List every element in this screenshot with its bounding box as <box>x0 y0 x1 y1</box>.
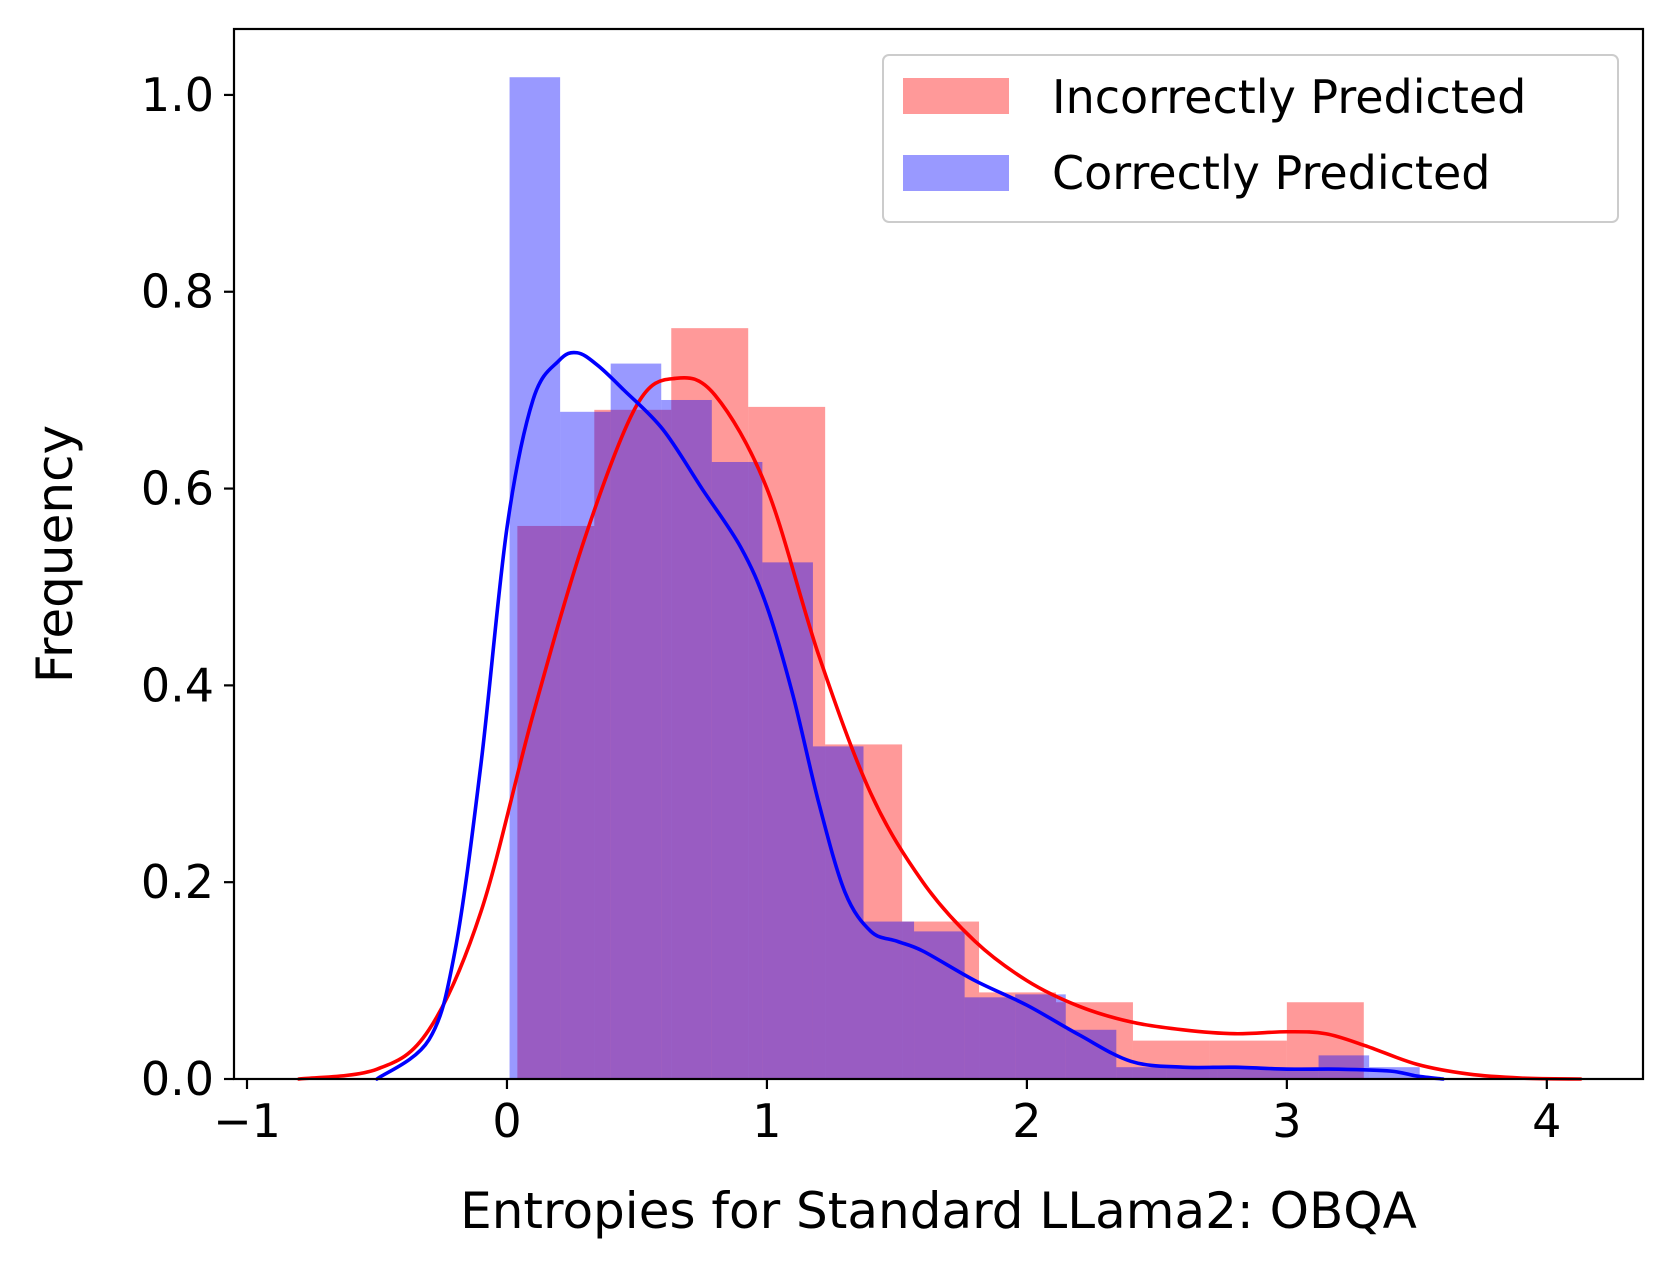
bar-incorrectly-predicted-7 <box>1056 1002 1133 1079</box>
bar-correctly-predicted-4 <box>711 461 763 1079</box>
y-tick-label: 0.0 <box>141 1052 214 1106</box>
y-tick-label: 0.6 <box>141 462 214 516</box>
legend-box <box>882 54 1619 223</box>
y-axis: 0.0 0.2 0.4 0.6 0.8 1.0 <box>141 68 234 1106</box>
bar-correctly-predicted-14 <box>1217 1067 1269 1079</box>
kde-line-incorrectly-predicted <box>297 375 1583 1081</box>
bar-correctly-predicted-10 <box>1015 994 1066 1079</box>
x-axis: −1 0 1 2 3 4 <box>213 1079 1561 1148</box>
bar-correctly-predicted-12 <box>1116 1067 1167 1079</box>
bar-correctly-predicted-2 <box>610 363 662 1079</box>
bar-correctly-predicted-8 <box>914 931 965 1079</box>
kde-line-correctly-predicted <box>375 350 1445 1081</box>
plot-frame <box>232 27 1645 1081</box>
kde-curves <box>297 350 1583 1081</box>
y-tick-label: 1.0 <box>141 68 214 122</box>
bar-correctly-predicted-16 <box>1318 1055 1370 1079</box>
bar-correctly-predicted-7 <box>863 921 915 1079</box>
bar-incorrectly-predicted-2 <box>671 328 749 1080</box>
legend-label-correctly-predicted: Correctly Predicted <box>1052 146 1490 200</box>
legend-swatch-correctly-predicted <box>903 155 1009 191</box>
x-tick-label: 1 <box>752 1094 781 1148</box>
x-tick-label: 0 <box>492 1094 521 1148</box>
x-tick-label: 2 <box>1012 1094 1041 1148</box>
bar-correctly-predicted-0 <box>509 77 561 1080</box>
legend-label-incorrectly-predicted: Incorrectly Predicted <box>1052 70 1526 124</box>
bar-correctly-predicted-1 <box>560 411 611 1079</box>
bar-correctly-predicted-9 <box>964 997 1016 1079</box>
y-tick-label: 0.4 <box>141 658 214 712</box>
bars-correctly-predicted <box>509 77 1420 1080</box>
bar-correctly-predicted-15 <box>1268 1067 1319 1079</box>
bar-correctly-predicted-13 <box>1166 1067 1218 1079</box>
x-tick-label: 4 <box>1532 1094 1561 1148</box>
bar-incorrectly-predicted-9 <box>1209 1040 1287 1079</box>
y-tick-label: 0.8 <box>141 265 214 319</box>
x-tick-label: −1 <box>213 1094 281 1148</box>
bars-incorrectly-predicted <box>517 328 1364 1080</box>
bar-incorrectly-predicted-6 <box>979 992 1057 1079</box>
bar-incorrectly-predicted-8 <box>1132 1040 1210 1079</box>
bar-correctly-predicted-3 <box>661 399 712 1080</box>
bar-incorrectly-predicted-0 <box>517 525 595 1079</box>
legend: Incorrectly Predicted Correctly Predicte… <box>882 54 1619 223</box>
bar-incorrectly-predicted-4 <box>825 744 903 1079</box>
x-tick-label: 3 <box>1272 1094 1301 1148</box>
y-tick-label: 0.2 <box>141 855 214 909</box>
bar-correctly-predicted-5 <box>762 562 813 1079</box>
bar-incorrectly-predicted-1 <box>594 409 672 1079</box>
bar-incorrectly-predicted-3 <box>748 406 826 1079</box>
x-axis-label: Entropies for Standard LLama2: OBQA <box>460 1182 1417 1240</box>
legend-swatch-incorrectly-predicted <box>903 78 1009 114</box>
bar-correctly-predicted-11 <box>1065 1029 1117 1079</box>
y-axis-label: Frequency <box>26 425 84 683</box>
